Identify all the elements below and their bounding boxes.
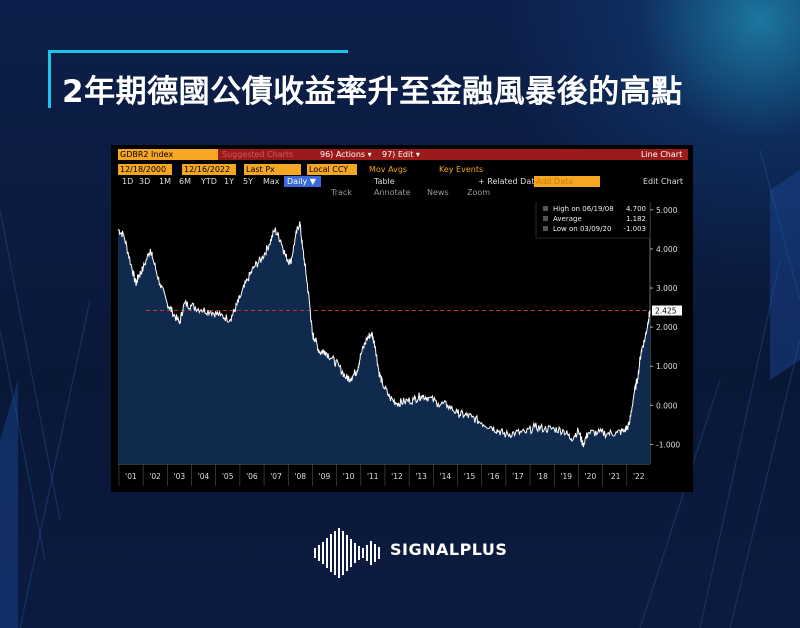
mov-avgs-toggle[interactable]: Mov Avgs (369, 165, 408, 174)
news-button[interactable]: News (427, 188, 449, 197)
ticker-field[interactable]: GDBR2 Index (118, 149, 218, 160)
menu-bar-fill (426, 149, 688, 160)
x-tick-label: '15 (464, 472, 476, 481)
svg-text:2.425: 2.425 (655, 307, 677, 316)
y-tick-label: 4.000 (656, 245, 678, 254)
legend-swatch (543, 226, 548, 231)
edit-menu[interactable]: 97) Edit ▾ (378, 149, 428, 160)
x-tick-label: '03 (174, 472, 186, 481)
y-tick-label: 0.000 (656, 401, 678, 410)
title-accent-bar (48, 50, 51, 108)
legend-label: Low on 03/09/20 (553, 225, 611, 233)
period-button-ytd[interactable]: YTD (201, 177, 217, 186)
period-button-3d[interactable]: 3D (139, 177, 151, 186)
x-tick-label: '21 (609, 472, 621, 481)
legend-swatch (543, 206, 548, 211)
x-tick-label: '20 (585, 472, 597, 481)
x-tick-label: '06 (246, 472, 258, 481)
period-button-6m[interactable]: 6M (179, 177, 191, 186)
x-tick-label: '16 (488, 472, 500, 481)
page-title: 2年期德國公債收益率升至金融風暴後的高點 (62, 74, 683, 110)
edit-chart-button[interactable]: Edit Chart (643, 177, 684, 186)
x-tick-label: '07 (270, 472, 282, 481)
x-tick-label: '10 (343, 472, 355, 481)
y-tick-label: 3.000 (656, 284, 678, 293)
x-tick-label: '18 (536, 472, 548, 481)
y-tick-label: 5.000 (656, 206, 678, 215)
frequency-select[interactable]: Daily ▼ (284, 176, 321, 187)
x-tick-label: '19 (560, 472, 572, 481)
period-button-1m[interactable]: 1M (159, 177, 171, 186)
title-accent-line (48, 50, 348, 53)
x-tick-label: '17 (512, 472, 524, 481)
table-button[interactable]: Table (374, 177, 395, 186)
legend-label: High on 06/19/08 (553, 205, 614, 213)
yield-line (117, 221, 651, 448)
legend-label: Last Price (553, 202, 587, 203)
period-button-1y[interactable]: 1Y (224, 177, 234, 186)
legend-value: 4.700 (626, 205, 646, 213)
x-tick-label: '02 (149, 472, 161, 481)
y-tick-label: 1.000 (656, 362, 678, 371)
zoom-button[interactable]: Zoom (467, 188, 491, 197)
x-tick-label: '13 (415, 472, 427, 481)
x-tick-label: '01 (125, 472, 137, 481)
add-data-input[interactable]: Add Data (534, 176, 600, 187)
chart-type-label: Line Chart (641, 150, 683, 159)
yield-area (118, 221, 650, 464)
legend-value: 2.425 (626, 202, 646, 203)
period-button-1d[interactable]: 1D (122, 177, 134, 186)
legend-swatch (543, 216, 548, 221)
field-select[interactable]: Last Px (244, 164, 301, 175)
currency-select[interactable]: Local CCY (307, 164, 357, 175)
annotate-button[interactable]: Annotate (374, 188, 411, 197)
legend-value: -1.003 (623, 225, 646, 233)
x-tick-label: '22 (633, 472, 645, 481)
legend-value: 1.182 (626, 215, 646, 223)
x-tick-label: '12 (391, 472, 403, 481)
x-tick-label: '09 (319, 472, 331, 481)
x-tick-label: '14 (440, 472, 452, 481)
actions-menu[interactable]: 96) Actions ▾ (316, 149, 380, 160)
legend-box: Last Price 2.425 High on 06/19/08 4.700 Aver… (535, 202, 651, 239)
legend-label: Average (553, 215, 582, 223)
brand-name: SIGNALPLUS (390, 540, 508, 559)
yield-chart: 5.000 4.000 3.000 2.000 1.000 0.000 -1.000 '01 '… (117, 202, 682, 486)
signalplus-logo-icon (314, 528, 380, 578)
suggested-charts[interactable]: Suggested Charts (218, 149, 318, 160)
start-date-field[interactable]: 12/18/2000 (118, 164, 172, 175)
bloomberg-chart-panel: GDBR2 Index Suggested Charts 96) Actions… (111, 145, 693, 492)
key-events-toggle[interactable]: Key Events (439, 165, 484, 174)
last-price-tag: 2.425 (652, 305, 682, 316)
x-tick-label: '08 (294, 472, 306, 481)
period-button-5y[interactable]: 5Y (243, 177, 253, 186)
track-button[interactable]: Track (331, 188, 352, 197)
related-data-button[interactable]: + Related Dat (478, 177, 535, 186)
y-tick-label: -1.000 (656, 440, 680, 449)
x-tick-label: '11 (367, 472, 379, 481)
end-date-field[interactable]: 12/16/2022 (182, 164, 236, 175)
y-tick-label: 2.000 (656, 323, 678, 332)
period-button-max[interactable]: Max (263, 177, 280, 186)
x-tick-label: '04 (198, 472, 210, 481)
x-tick-label: '05 (222, 472, 234, 481)
